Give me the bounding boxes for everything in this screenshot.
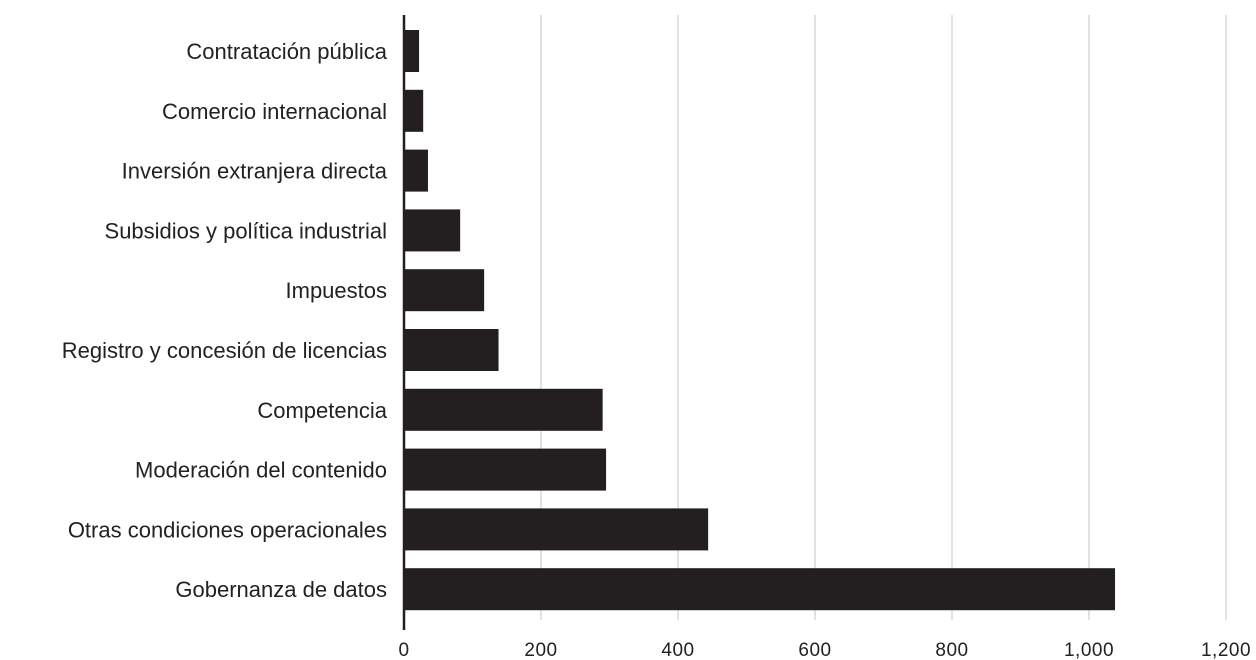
x-tick-label: 0: [398, 640, 409, 660]
bar: [404, 209, 461, 252]
x-tick-label: 800: [935, 640, 968, 660]
bars: [404, 30, 1116, 611]
bar: [404, 89, 424, 132]
bar: [404, 568, 1116, 611]
x-tick-label: 600: [798, 640, 831, 660]
bar: [404, 149, 428, 192]
x-tick-label: 1,000: [1064, 640, 1114, 660]
bar: [404, 388, 603, 431]
category-label: Registro y concesión de licencias: [62, 338, 387, 363]
bar: [404, 448, 607, 491]
bar: [404, 329, 499, 371]
x-tick-label: 400: [661, 640, 694, 660]
x-tick-labels: 0 200 400 600 800 1,000 1,200: [398, 640, 1251, 660]
category-label: Contratación pública: [186, 39, 387, 64]
bar: [404, 30, 420, 72]
category-label: Comercio internacional: [162, 99, 387, 124]
bar: [404, 508, 709, 551]
category-label: Inversión extranjera directa: [122, 159, 388, 184]
category-label: Subsidios y política industrial: [105, 218, 387, 243]
category-label: Impuestos: [286, 278, 388, 303]
category-label: Otras condiciones operacionales: [68, 517, 387, 542]
x-tick-label: 1,200: [1201, 640, 1251, 660]
category-label: Moderación del contenido: [135, 458, 387, 483]
x-tick-label: 200: [524, 640, 557, 660]
bar: [404, 269, 485, 312]
category-label: Gobernanza de datos: [175, 577, 387, 602]
category-label: Competencia: [257, 398, 387, 423]
category-labels: Contratación pública Comercio internacion…: [62, 39, 388, 602]
